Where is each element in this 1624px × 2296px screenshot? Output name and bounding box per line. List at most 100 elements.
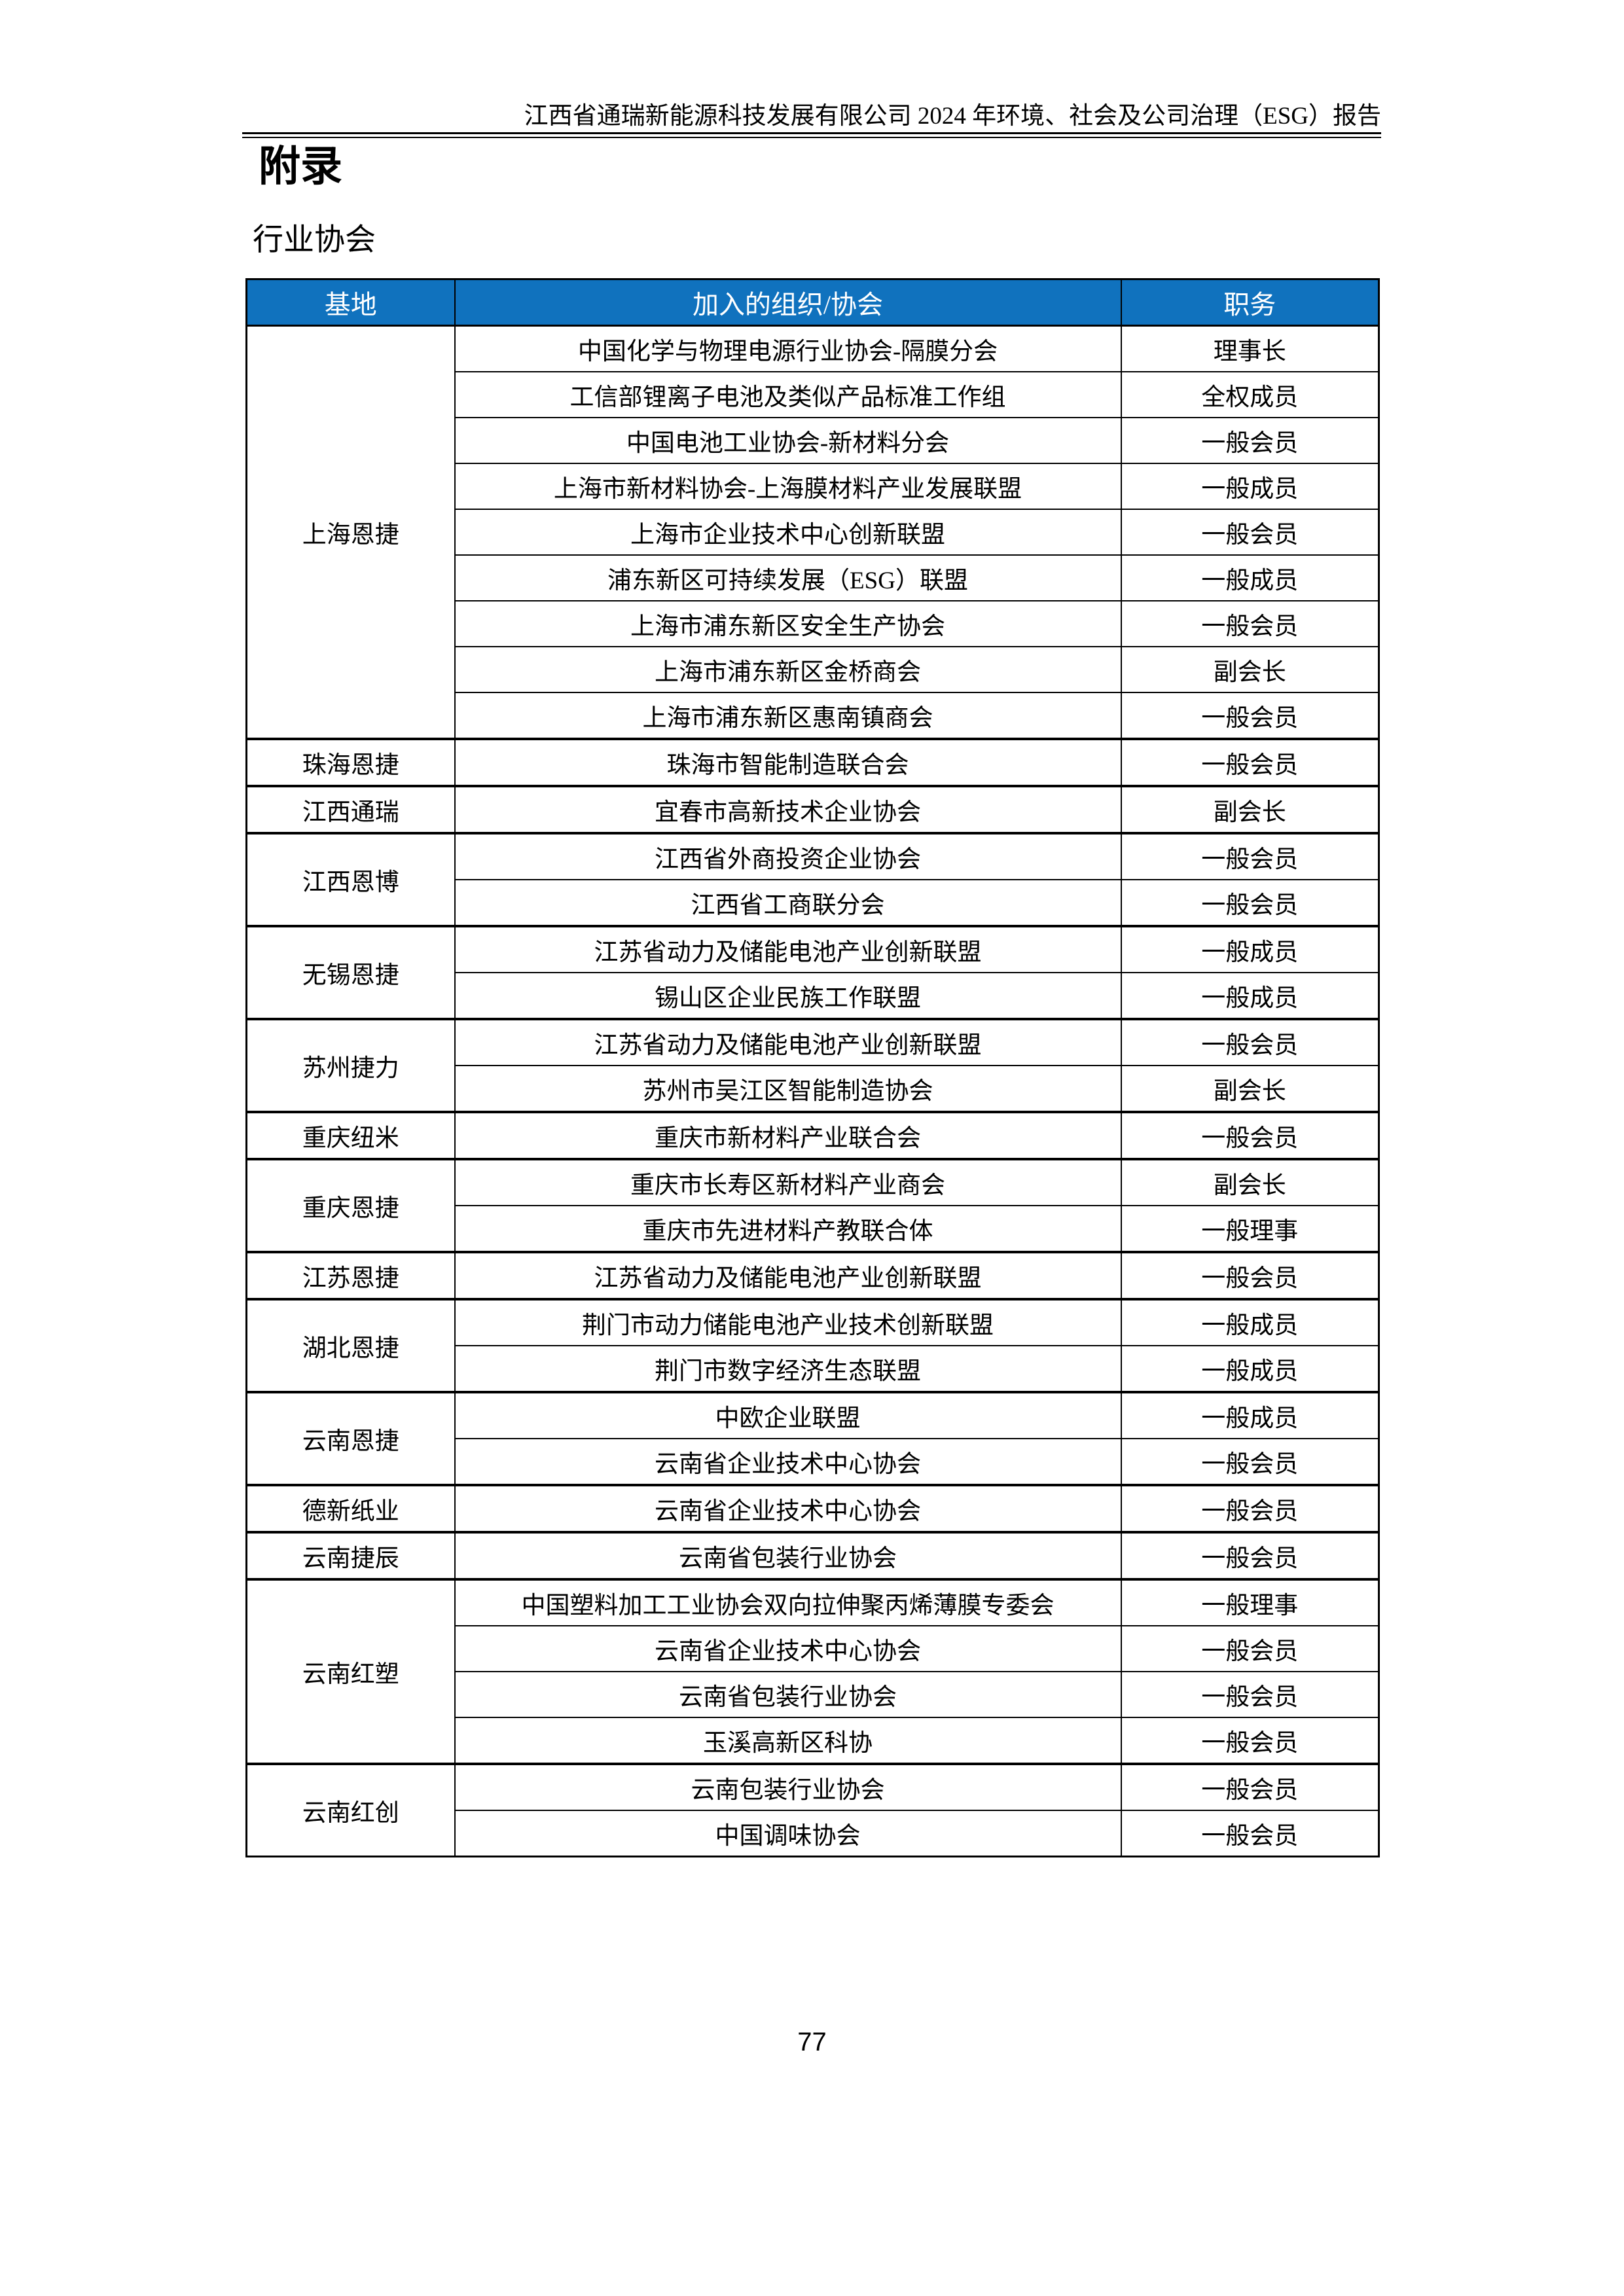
organization-cell: 荆门市数字经济生态联盟	[454, 1345, 1122, 1393]
table-row: 云南红塑 中国塑料加工工业协会双向拉伸聚丙烯薄膜专委会 一般理事	[245, 1578, 1380, 1765]
organization-cell: 重庆市先进材料产教联合体	[454, 1205, 1122, 1253]
role-cell: 副会长	[1120, 785, 1380, 834]
table-row: 云南省包装行业协会 一般会员	[247, 1671, 1380, 1718]
organization-cell: 中国塑料加工工业协会双向拉伸聚丙烯薄膜专委会	[454, 1578, 1122, 1626]
table-row: 重庆纽米 重庆市新材料产业联合会 一般会员	[245, 1111, 1380, 1160]
organization-cell: 荆门市动力储能电池产业技术创新联盟	[454, 1298, 1122, 1346]
organization-cell: 上海市浦东新区金桥商会	[454, 646, 1122, 693]
column-header-role: 职务	[1120, 278, 1380, 327]
organization-cell: 上海市新材料协会-上海膜材料产业发展联盟	[454, 463, 1122, 510]
column-header-organization: 加入的组织/协会	[454, 278, 1122, 327]
base-cell: 上海恩捷	[245, 325, 456, 740]
base-cell: 江西恩博	[245, 832, 456, 927]
table-row: 上海市浦东新区惠南镇商会 一般会员	[247, 692, 1380, 740]
organization-cell: 重庆市新材料产业联合会	[454, 1111, 1122, 1160]
organization-cell: 中国化学与物理电源行业协会-隔膜分会	[454, 325, 1122, 372]
base-cell: 重庆纽米	[245, 1111, 456, 1160]
role-cell: 一般会员	[1120, 1484, 1380, 1533]
base-cell: 江苏恩捷	[245, 1251, 456, 1300]
document-header-title: 江西省通瑞新能源科技发展有限公司 2024 年环境、社会及公司治理（ESG）报告	[524, 103, 1381, 130]
role-cell: 一般会员	[1120, 417, 1380, 464]
role-cell: 一般会员	[1120, 1763, 1380, 1811]
organization-cell: 江苏省动力及储能电池产业创新联盟	[454, 1251, 1122, 1300]
role-cell: 一般理事	[1120, 1205, 1380, 1253]
table-row: 云南捷辰 云南省包装行业协会 一般会员	[245, 1531, 1380, 1580]
appendix-title: 附录	[259, 143, 342, 190]
role-cell: 一般成员	[1120, 925, 1380, 973]
organization-cell: 上海市企业技术中心创新联盟	[454, 509, 1122, 556]
organization-cell: 云南省包装行业协会	[454, 1531, 1122, 1580]
organization-cell: 重庆市长寿区新材料产业商会	[454, 1158, 1122, 1206]
role-cell: 一般成员	[1120, 1298, 1380, 1346]
role-cell: 一般理事	[1120, 1578, 1380, 1626]
role-cell: 一般会员	[1120, 1810, 1380, 1857]
table-row: 工信部锂离子电池及类似产品标准工作组 全权成员	[247, 371, 1380, 418]
table-row: 云南省企业技术中心协会 一般会员	[247, 1625, 1380, 1672]
table-row: 云南省企业技术中心协会 一般会员	[247, 1438, 1380, 1486]
industry-associations-table: 基地 加入的组织/协会 职务 上海恩捷 中国化学与物理电源行业协会-隔膜分会 理事长…	[245, 278, 1380, 1857]
role-cell: 一般会员	[1120, 1671, 1380, 1718]
role-cell: 一般会员	[1120, 738, 1380, 787]
table-row: 云南红创 云南包装行业协会 一般会员	[245, 1763, 1380, 1857]
organization-cell: 云南省企业技术中心协会	[454, 1438, 1122, 1486]
table-row: 江西通瑞 宜春市高新技术企业协会 副会长	[245, 785, 1380, 834]
organization-cell: 上海市浦东新区惠南镇商会	[454, 692, 1122, 740]
table-row: 上海市企业技术中心创新联盟 一般会员	[247, 509, 1380, 556]
role-cell: 一般会员	[1120, 509, 1380, 556]
organization-cell: 上海市浦东新区安全生产协会	[454, 600, 1122, 647]
role-cell: 一般会员	[1120, 1111, 1380, 1160]
base-cell: 苏州捷力	[245, 1018, 456, 1113]
base-cell: 云南红塑	[245, 1578, 456, 1765]
organization-cell: 江苏省动力及储能电池产业创新联盟	[454, 925, 1122, 973]
role-cell: 一般会员	[1120, 692, 1380, 740]
organization-cell: 浦东新区可持续发展（ESG）联盟	[454, 554, 1122, 601]
table-row: 苏州捷力 江苏省动力及储能电池产业创新联盟 一般会员	[245, 1018, 1380, 1113]
organization-cell: 云南省企业技术中心协会	[454, 1625, 1122, 1672]
document-header: 江西省通瑞新能源科技发展有限公司 2024 年环境、社会及公司治理（ESG）报告	[242, 102, 1381, 131]
table-row: 中国调味协会 一般会员	[247, 1810, 1380, 1857]
table-row: 江西省工商联分会 一般会员	[247, 879, 1380, 927]
table-row: 荆门市数字经济生态联盟 一般成员	[247, 1345, 1380, 1393]
organization-cell: 苏州市吴江区智能制造协会	[454, 1065, 1122, 1113]
role-cell: 一般成员	[1120, 1391, 1380, 1439]
organization-cell: 云南包装行业协会	[454, 1763, 1122, 1811]
table-row: 中国电池工业协会-新材料分会 一般会员	[247, 417, 1380, 464]
column-header-base: 基地	[245, 278, 456, 327]
role-cell: 副会长	[1120, 646, 1380, 693]
table-row: 锡山区企业民族工作联盟 一般成员	[247, 972, 1380, 1020]
organization-cell: 玉溪高新区科协	[454, 1717, 1122, 1765]
table-row: 重庆恩捷 重庆市长寿区新材料产业商会 副会长	[245, 1158, 1380, 1253]
role-cell: 全权成员	[1120, 371, 1380, 418]
role-cell: 副会长	[1120, 1158, 1380, 1206]
base-cell: 江西通瑞	[245, 785, 456, 834]
header-rule	[242, 132, 1381, 138]
role-cell: 一般会员	[1120, 832, 1380, 880]
base-cell: 云南恩捷	[245, 1391, 456, 1486]
table-row: 重庆市先进材料产教联合体 一般理事	[247, 1205, 1380, 1253]
role-cell: 一般会员	[1120, 1717, 1380, 1765]
organization-cell: 珠海市智能制造联合会	[454, 738, 1122, 787]
table-row: 云南恩捷 中欧企业联盟 一般成员	[245, 1391, 1380, 1486]
organization-cell: 江西省工商联分会	[454, 879, 1122, 927]
table-body: 上海恩捷 中国化学与物理电源行业协会-隔膜分会 理事长 工信部锂离子电池及类似产品标准…	[245, 325, 1380, 1857]
role-cell: 一般会员	[1120, 1251, 1380, 1300]
organization-cell: 中欧企业联盟	[454, 1391, 1122, 1439]
base-cell: 德新纸业	[245, 1484, 456, 1533]
organization-cell: 江西省外商投资企业协会	[454, 832, 1122, 880]
role-cell: 一般成员	[1120, 972, 1380, 1020]
table-header-row: 基地 加入的组织/协会 职务	[245, 278, 1380, 327]
organization-cell: 江苏省动力及储能电池产业创新联盟	[454, 1018, 1122, 1066]
base-cell: 重庆恩捷	[245, 1158, 456, 1253]
role-cell: 一般成员	[1120, 463, 1380, 510]
organization-cell: 工信部锂离子电池及类似产品标准工作组	[454, 371, 1122, 418]
base-cell: 珠海恩捷	[245, 738, 456, 787]
role-cell: 一般成员	[1120, 1345, 1380, 1393]
organization-cell: 云南省包装行业协会	[454, 1671, 1122, 1718]
base-cell: 湖北恩捷	[245, 1298, 456, 1393]
organization-cell: 云南省企业技术中心协会	[454, 1484, 1122, 1533]
table-row: 上海恩捷 中国化学与物理电源行业协会-隔膜分会 理事长	[245, 325, 1380, 740]
table-row: 上海市浦东新区安全生产协会 一般会员	[247, 600, 1380, 647]
role-cell: 一般会员	[1120, 879, 1380, 927]
role-cell: 一般成员	[1120, 554, 1380, 601]
